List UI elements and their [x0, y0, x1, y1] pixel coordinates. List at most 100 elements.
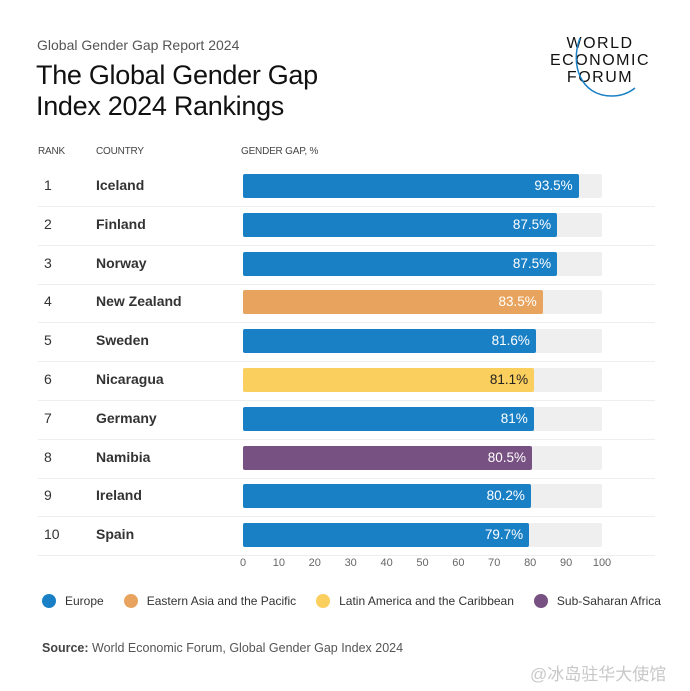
rank-header: RANK	[38, 146, 65, 157]
bar: 93.5%	[243, 174, 579, 198]
table-row: 9 Ireland 80.2%	[38, 477, 655, 518]
x-tick-label: 100	[592, 557, 612, 569]
table-row: 1 Iceland 93.5%	[38, 167, 655, 207]
rank: 9	[44, 487, 52, 504]
value-label: 80.2%	[486, 488, 525, 504]
legend-label: Europe	[65, 594, 104, 608]
country-name: Iceland	[96, 177, 145, 193]
legend-item: Eastern Asia and the Pacific	[123, 594, 297, 608]
legend-swatch	[42, 594, 56, 608]
svg-text:FORUM: FORUM	[567, 69, 633, 86]
page-title: The Global Gender Gap Index 2024 Ranking…	[36, 60, 318, 122]
value-label: 93.5%	[534, 178, 573, 193]
bar-track: 87.5%	[243, 212, 602, 237]
rank: 1	[44, 177, 52, 193]
legend-item: Sub-Saharan Africa	[533, 594, 661, 608]
bar: 81.1%	[243, 368, 535, 392]
country-name: Germany	[96, 409, 157, 426]
wef-logo: WORLD ECONOMIC FORUM	[550, 35, 650, 97]
value-label: 81.1%	[489, 372, 529, 387]
table-row: 2 Finland 87.5%	[38, 206, 655, 246]
bar-track: 83.5%	[243, 290, 602, 315]
table-row: 8 Namibia 80.5%	[38, 439, 655, 479]
legend-label: Sub-Saharan Africa	[556, 594, 661, 608]
bar-track: 81.1%	[243, 368, 602, 392]
country-name: Ireland	[96, 487, 142, 504]
country-name: Sweden	[96, 332, 149, 349]
country-name: Finland	[96, 215, 146, 232]
country-header: COUNTRY	[96, 146, 144, 157]
x-tick-label: 20	[308, 557, 321, 569]
rank: 8	[44, 448, 52, 465]
source-label: Source:	[42, 641, 89, 655]
svg-text:WORLD: WORLD	[566, 35, 633, 52]
value-label: 87.5%	[512, 216, 552, 232]
x-tick-label: 30	[344, 557, 357, 569]
value-label: 87.5%	[512, 255, 552, 271]
bar: 80.5%	[243, 445, 532, 470]
table-row: 6 Nicaragua 81.1%	[38, 361, 655, 401]
country-name: Spain	[96, 526, 135, 543]
source-text: World Economic Forum, Global Gender Gap …	[88, 641, 404, 655]
bar-track: 81%	[243, 406, 602, 431]
table-row: 3 Norway 87.5%	[38, 245, 655, 285]
legend-label: Eastern Asia and the Pacific	[146, 594, 297, 608]
legend-swatch	[123, 594, 138, 608]
country-name: New Zealand	[96, 293, 182, 310]
country-name: Namibia	[96, 448, 151, 465]
bar: 87.5%	[243, 212, 558, 237]
x-tick-label: 50	[416, 557, 429, 569]
bar-track: 87.5%	[243, 251, 602, 276]
rank: 3	[44, 254, 52, 271]
bar: 83.5%	[243, 290, 543, 315]
table-row: 10 Spain 79.7%	[38, 516, 655, 557]
legend-item: Europe	[42, 594, 104, 608]
x-tick-label: 60	[452, 557, 465, 569]
value-label: 81%	[500, 410, 528, 426]
rank: 2	[44, 215, 52, 232]
legend: Europe Eastern Asia and the Pacific Latin …	[42, 594, 681, 608]
table-row: 7 Germany 81%	[38, 400, 655, 440]
country-name: Nicaragua	[96, 371, 164, 387]
rank: 7	[44, 409, 52, 426]
svg-text:ECONOMIC: ECONOMIC	[550, 52, 650, 69]
table-row: 5 Sweden 81.6%	[38, 322, 655, 363]
legend-label: Latin America and the Caribbean	[339, 594, 514, 608]
bar: 80.2%	[243, 484, 531, 509]
bar: 81%	[243, 406, 534, 431]
watermark: @冰岛驻华大使馆	[530, 665, 667, 684]
rank: 6	[44, 371, 52, 387]
legend-swatch	[316, 594, 331, 608]
value-label: 80.5%	[487, 449, 526, 465]
bar-track: 80.2%	[243, 484, 602, 509]
x-tick-label: 40	[380, 557, 393, 569]
table-row: 4 New Zealand 83.5%	[38, 283, 655, 324]
report-subtitle: Global Gender Gap Report 2024	[37, 37, 240, 53]
bar-track: 93.5%	[243, 174, 602, 198]
legend-swatch	[533, 594, 548, 608]
bar-track: 80.5%	[243, 445, 602, 470]
x-tick-label: 80	[524, 557, 537, 569]
bar-track: 79.7%	[243, 523, 602, 548]
bar: 87.5%	[243, 251, 558, 276]
value-label: 79.7%	[484, 527, 524, 543]
x-tick-label: 90	[559, 557, 573, 569]
x-tick-label: 70	[488, 557, 501, 569]
bar: 79.7%	[243, 523, 530, 548]
x-tick-label: 10	[272, 557, 286, 569]
source-note: Source: World Economic Forum, Global Gen…	[42, 641, 403, 655]
bar: 81.6%	[243, 329, 536, 354]
value-header: GENDER GAP, %	[241, 146, 319, 157]
rank: 4	[44, 293, 52, 310]
legend-item: Latin America and the Caribbean	[316, 594, 514, 608]
bar-track: 81.6%	[243, 329, 602, 354]
rank: 5	[44, 332, 52, 349]
value-label: 83.5%	[498, 294, 537, 310]
value-label: 81.6%	[491, 333, 530, 349]
rank: 10	[44, 526, 60, 543]
x-tick-label: 0	[239, 557, 247, 569]
title-line-1: The Global Gender Gap	[36, 60, 318, 90]
country-name: Norway	[96, 254, 147, 271]
title-line-2: Index 2024 Rankings	[36, 91, 284, 121]
